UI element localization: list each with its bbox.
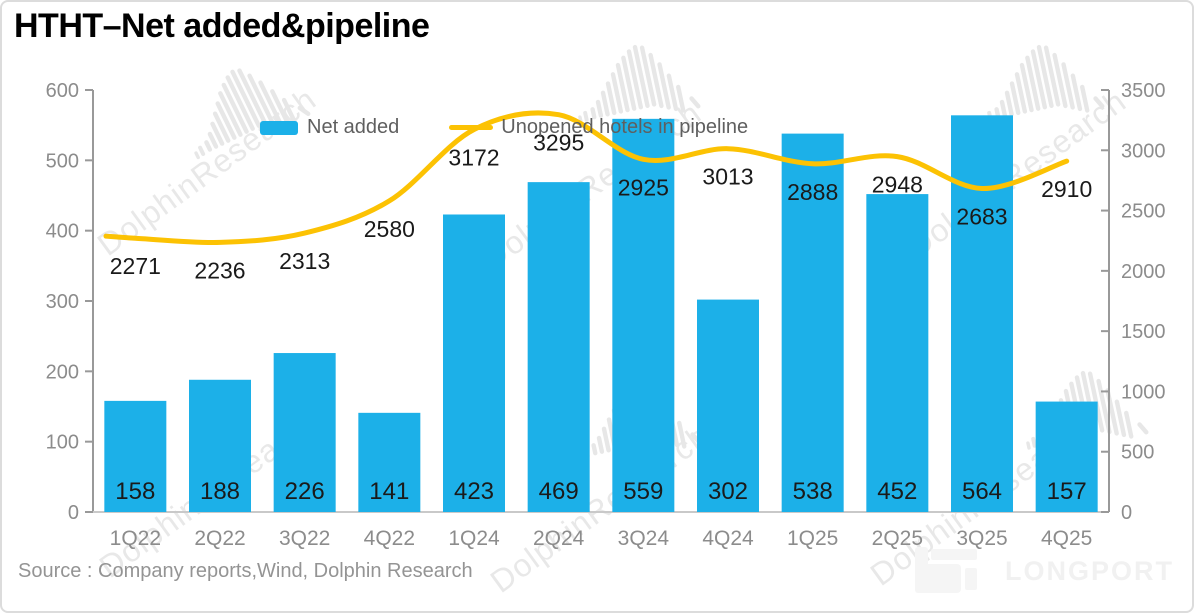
line-value-label: 3172 <box>448 145 499 171</box>
right-axis-tick-label: 1500 <box>1121 321 1166 343</box>
line-value-label: 2888 <box>787 179 838 205</box>
brand-wordmark: LONGPORT <box>1005 555 1174 586</box>
right-axis-tick-label: 1000 <box>1121 381 1166 403</box>
x-axis-label-2q22: 2Q22 <box>194 527 245 550</box>
bar-1q25[interactable] <box>781 133 844 512</box>
x-axis-label-1q22: 1Q22 <box>110 527 161 550</box>
longport-logo-icon <box>915 547 977 593</box>
bar-3q25[interactable] <box>951 115 1013 512</box>
bar-value-label: 559 <box>623 478 663 505</box>
x-axis-label-1q25: 1Q25 <box>787 527 838 550</box>
bar-4q24[interactable] <box>697 299 759 512</box>
bar-value-label: 141 <box>369 478 409 505</box>
legend-label: Net added <box>307 116 400 138</box>
bar-4q25[interactable] <box>1035 401 1098 512</box>
bar-value-label: 423 <box>454 478 494 505</box>
bar-2q25[interactable] <box>866 194 929 513</box>
bar-value-label: 188 <box>200 478 240 505</box>
bar-3q22[interactable] <box>273 353 336 512</box>
line-value-label: 3013 <box>702 164 753 190</box>
line-value-label: 2925 <box>618 174 669 200</box>
bar-1q24[interactable] <box>443 214 505 513</box>
x-axis-label-2q25: 2Q25 <box>872 527 923 550</box>
left-axis-tick-label: 400 <box>46 221 79 243</box>
source-note: Source : Company reports,Wind, Dolphin R… <box>18 560 473 582</box>
x-axis-label-3q22: 3Q22 <box>279 527 330 550</box>
left-axis-tick-label: 600 <box>46 80 79 102</box>
bar-4q22[interactable] <box>358 412 421 512</box>
x-axis-label-1q24: 1Q24 <box>448 527 500 550</box>
x-axis-label-4q22: 4Q22 <box>364 527 415 550</box>
x-axis-label-4q24: 4Q24 <box>702 527 754 550</box>
left-axis-tick-label: 200 <box>46 361 79 383</box>
right-axis-tick-label: 2500 <box>1121 201 1166 223</box>
x-axis-label-2q24: 2Q24 <box>533 527 585 550</box>
bar-value-label: 226 <box>285 478 325 505</box>
chart-legend: Net added Unopened hotels in pipeline <box>260 116 748 139</box>
bar-value-label: 157 <box>1047 478 1087 505</box>
right-axis-tick-label: 2000 <box>1121 261 1166 283</box>
longport-brand: LONGPORT <box>913 547 1174 595</box>
right-axis-tick-label: 500 <box>1121 442 1154 464</box>
x-axis-label-3q24: 3Q24 <box>618 527 670 550</box>
line-series-swatch-icon <box>449 125 494 130</box>
legend-label: Unopened hotels in pipeline <box>501 116 749 138</box>
line-value-label: 2313 <box>279 248 330 274</box>
line-value-label: 3295 <box>533 130 584 156</box>
bar-value-label: 452 <box>877 478 917 505</box>
legend-item-net-added[interactable]: Net added <box>260 116 399 139</box>
line-value-label: 2683 <box>956 204 1007 230</box>
line-value-label: 2910 <box>1041 176 1092 202</box>
left-axis-tick-label: 300 <box>46 291 79 313</box>
line-value-label: 2948 <box>872 172 923 198</box>
legend-item-pipeline[interactable]: Unopened hotels in pipeline <box>449 116 748 139</box>
right-axis-tick-label: 3500 <box>1121 80 1166 102</box>
right-axis-tick-label: 3000 <box>1121 140 1166 162</box>
x-axis-label-4q25: 4Q25 <box>1041 527 1092 550</box>
bar-value-label: 564 <box>962 478 1002 505</box>
right-axis-tick-label: 0 <box>1121 502 1132 524</box>
bar-value-label: 158 <box>115 478 155 505</box>
bar-3q24[interactable] <box>612 118 675 512</box>
left-axis-tick-label: 100 <box>46 432 79 454</box>
bar-2q22[interactable] <box>189 379 251 512</box>
bar-value-label: 302 <box>708 478 748 505</box>
left-axis-tick-label: 0 <box>68 502 79 524</box>
dolphin-hatch-watermark-icon <box>194 68 311 160</box>
pipeline-line-series[interactable] <box>103 110 1070 246</box>
bar-value-label: 538 <box>793 478 833 505</box>
line-value-label: 2271 <box>110 253 161 279</box>
bar-1q22[interactable] <box>104 400 167 512</box>
x-axis-label-3q25: 3Q25 <box>956 527 1007 550</box>
bar-value-label: 469 <box>539 478 579 505</box>
bar-series-swatch-icon <box>260 120 298 135</box>
left-axis-tick-label: 500 <box>46 150 79 172</box>
chart-title: HTHT–Net added&pipeline <box>14 7 430 45</box>
dolphin-hatch-watermark-icon <box>578 44 701 124</box>
line-value-label: 2236 <box>194 257 245 283</box>
bar-2q24[interactable] <box>527 182 590 513</box>
line-value-label: 2580 <box>364 216 415 242</box>
